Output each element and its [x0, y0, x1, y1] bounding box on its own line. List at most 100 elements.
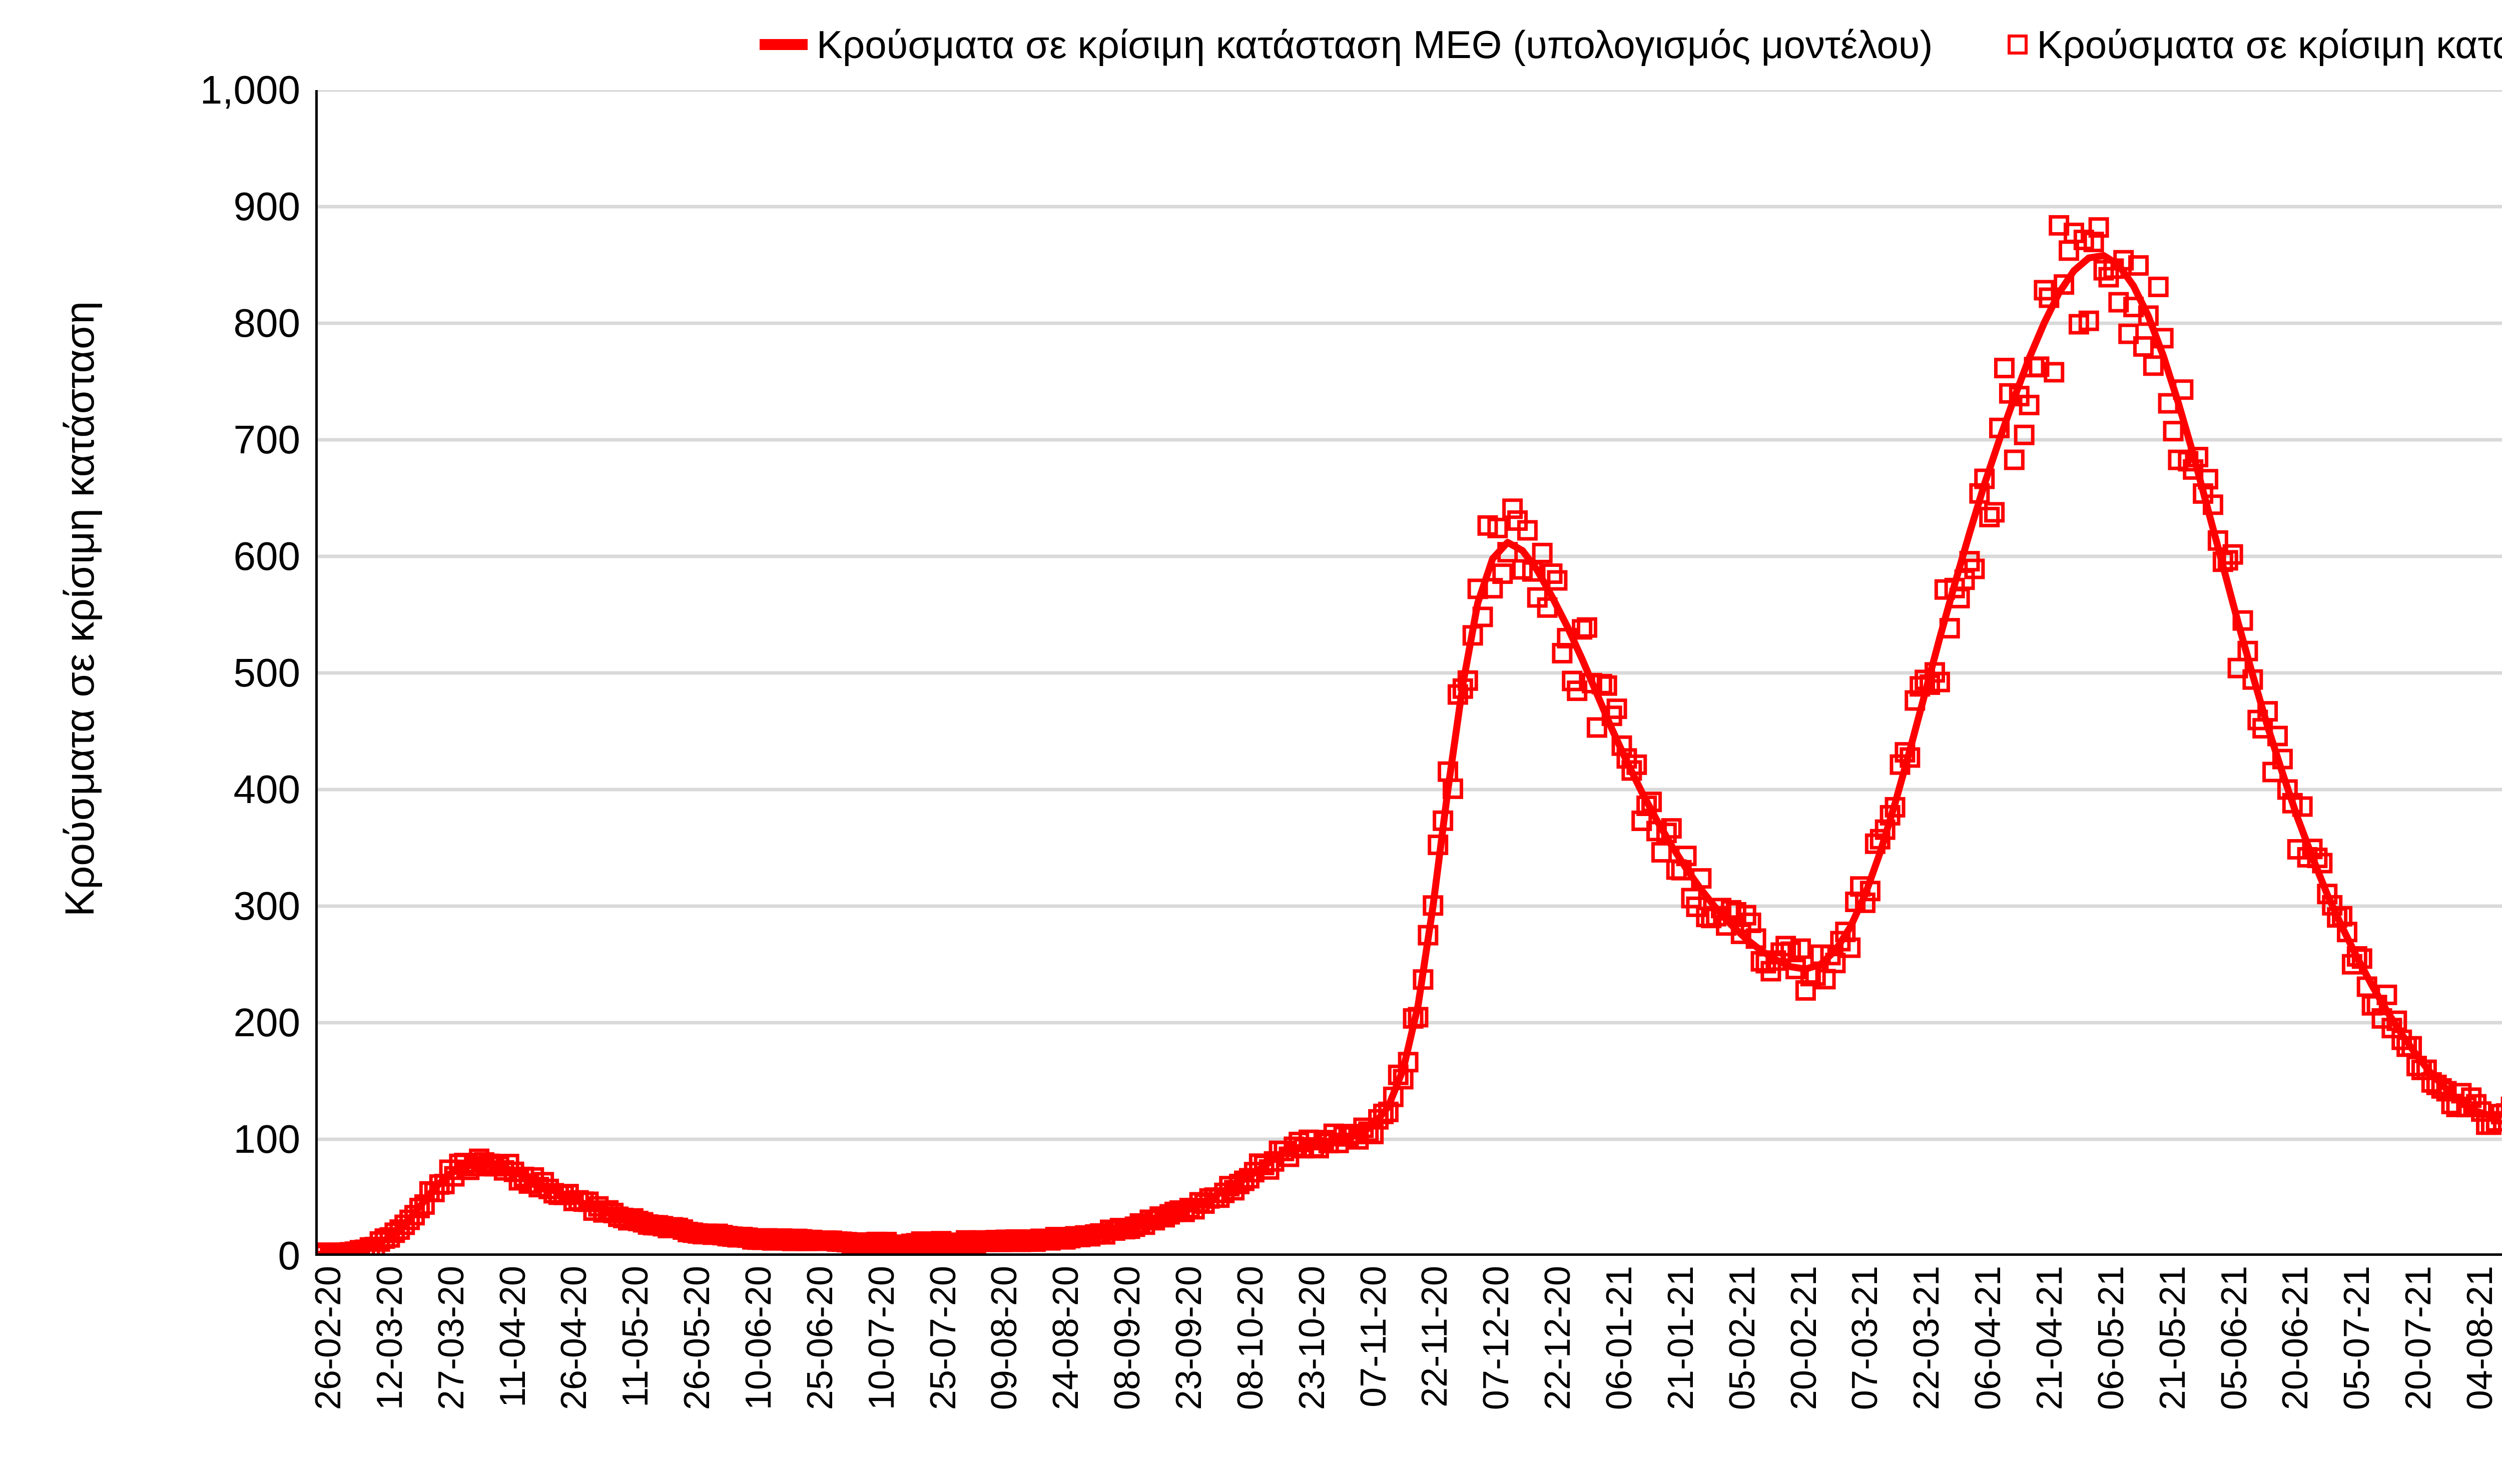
x-axis-tick-label: 25-06-20: [800, 1266, 840, 1410]
y-axis-tick-label: 200: [233, 1000, 300, 1045]
legend-line-swatch-icon: [759, 39, 808, 50]
data-point-marker: [2118, 323, 2139, 344]
data-point-marker: [2083, 232, 2104, 253]
data-point-marker: [1775, 936, 1796, 957]
gridlines: [315, 90, 2502, 1141]
legend-entry-model[interactable]: Κρούσματα σε κρίσιμη κατάσταση ΜΕΘ (υπολ…: [759, 23, 1933, 67]
y-axis-tick-label: 1,000: [200, 68, 300, 112]
data-point-marker: [1840, 937, 1861, 958]
data-point-marker: [1979, 506, 2000, 527]
x-axis-tick-label: 22-03-21: [1907, 1266, 1947, 1410]
y-axis-title: Κρούσματα σε κρίσιμη κατάσταση: [57, 301, 103, 917]
data-point-marker: [1492, 563, 1513, 584]
data-point-marker: [1964, 558, 1985, 579]
data-point-marker: [2143, 355, 2164, 376]
data-point-marker: [2401, 1036, 2422, 1057]
x-axis-tick-label: 05-06-21: [2214, 1266, 2254, 1410]
y-axis-tick-label: 0: [278, 1233, 301, 1278]
x-axis-tick-label: 06-05-21: [2091, 1266, 2131, 1410]
x-axis-tick-label: 11-05-20: [615, 1266, 656, 1407]
chart-plot-area: [315, 90, 2502, 1256]
x-axis-tick-label: 25-07-20: [923, 1266, 963, 1410]
data-point-marker: [1994, 358, 2015, 379]
x-axis-tick-label: 05-07-21: [2337, 1266, 2377, 1410]
data-point-marker: [2222, 544, 2243, 565]
x-axis-tick-label: 11-04-20: [492, 1266, 533, 1407]
y-axis-tick-label: 700: [233, 417, 300, 462]
x-axis-tick-label: 09-08-20: [984, 1266, 1025, 1410]
data-point-marker: [1517, 520, 1538, 541]
x-axis-tick-label: 23-10-20: [1292, 1266, 1332, 1410]
y-axis-tick-label: 600: [233, 534, 300, 578]
x-axis-tick-label: 21-05-21: [2152, 1266, 2193, 1410]
x-axis-tick-label: 27-03-20: [431, 1266, 471, 1410]
x-axis-tick-label: 24-08-20: [1046, 1266, 1086, 1410]
data-point-marker: [1442, 778, 1463, 799]
x-axis-tick-label: 21-01-21: [1660, 1266, 1701, 1410]
legend-label-confirmed: Κρούσματα σε κρίσιμη κατάσταση ΜΕΘ (επιβ…: [2037, 23, 2502, 67]
y-axis-tick-label: 100: [233, 1117, 300, 1161]
data-point-marker: [2128, 255, 2149, 276]
data-point-marker: [2029, 356, 2050, 377]
data-point-marker: [2148, 276, 2169, 297]
data-point-marker: [2004, 449, 2025, 470]
x-axis-tick-label: 23-09-20: [1169, 1266, 1209, 1410]
x-axis-tick-label: 05-02-21: [1722, 1266, 1762, 1410]
legend-entry-confirmed[interactable]: Κρούσματα σε κρίσιμη κατάσταση ΜΕΘ (επιβ…: [2008, 25, 2502, 64]
data-point-marker: [2044, 362, 2065, 383]
data-point-marker: [2078, 310, 2099, 331]
x-axis-tick-label: 08-09-20: [1107, 1266, 1148, 1410]
data-point-marker: [1547, 570, 1568, 591]
data-point-marker: [2133, 336, 2154, 357]
legend-label-model: Κρούσματα σε κρίσιμη κατάσταση ΜΕΘ (υπολ…: [816, 23, 1933, 67]
y-axis-tick-label: 400: [233, 767, 300, 812]
x-axis-tick-label: 06-04-21: [1968, 1266, 2009, 1410]
y-axis-tick-label: 800: [233, 301, 300, 345]
x-axis-tick-label: 20-02-21: [1783, 1266, 1824, 1410]
data-point-marker: [2019, 394, 2040, 415]
data-point-marker: [1790, 938, 1811, 959]
x-axis-tick-label: 12-03-20: [369, 1266, 410, 1410]
x-axis-tick-label: 26-04-20: [554, 1266, 594, 1410]
x-axis-tick-label: 07-03-21: [1845, 1266, 1886, 1410]
y-axis-tick-labels: 0 100 200 300 400 500 600 700 800 900 1,000: [100, 0, 300, 1484]
legend-square-marker-icon: [2008, 35, 2028, 55]
data-point-marker: [1577, 617, 1598, 638]
data-point-marker: [1572, 619, 1593, 640]
y-axis-tick-label: 900: [233, 184, 300, 229]
confirmed-markers-layer: [315, 215, 2502, 1256]
x-axis-tick-label: 21-04-21: [2030, 1266, 2070, 1410]
chart-legend: Κρούσματα σε κρίσιμη κατάσταση ΜΕΘ (υπολ…: [0, 17, 2502, 72]
chart-svg: [315, 90, 2502, 1256]
data-point-marker: [1596, 675, 1617, 696]
data-point-marker: [2346, 946, 2367, 967]
x-axis-tick-label: 22-11-20: [1415, 1266, 1455, 1407]
data-point-marker: [2108, 292, 2129, 313]
data-point-marker: [1586, 717, 1607, 738]
data-point-marker: [2014, 424, 2035, 445]
data-point-marker: [1606, 698, 1627, 719]
x-axis-tick-label: 20-07-21: [2398, 1266, 2439, 1410]
y-axis-tick-label: 300: [233, 884, 300, 928]
data-point-marker: [2088, 217, 2109, 238]
x-axis-tick-label: 06-01-21: [1599, 1266, 1639, 1410]
x-axis-tick-label: 10-07-20: [861, 1266, 902, 1410]
x-axis-tick-label: 20-06-21: [2275, 1266, 2316, 1410]
data-point-marker: [1487, 517, 1508, 538]
x-axis-tick-label: 04-08-21: [2460, 1266, 2500, 1410]
x-axis-tick-label: 26-02-20: [308, 1266, 348, 1410]
x-axis-tick-label: 10-06-20: [739, 1266, 779, 1410]
x-axis-tick-label: 07-11-20: [1353, 1266, 1394, 1407]
x-axis-tick-label: 08-10-20: [1230, 1266, 1271, 1410]
x-axis-tick-label: 07-12-20: [1476, 1266, 1517, 1410]
x-axis-tick-label: 22-12-20: [1538, 1266, 1578, 1410]
data-point-marker: [1651, 842, 1672, 863]
data-point-marker: [2054, 274, 2075, 295]
data-point-marker: [1552, 642, 1573, 663]
data-point-marker: [1502, 498, 1523, 519]
y-axis-tick-label: 500: [233, 650, 300, 695]
x-axis-tick-labels: 26-02-20 12-03-20 27-03-20 11-04-20 26-04-20…: [308, 1266, 2502, 1481]
data-point-marker: [1984, 502, 2005, 523]
x-axis-tick-label: 26-05-20: [677, 1266, 718, 1410]
